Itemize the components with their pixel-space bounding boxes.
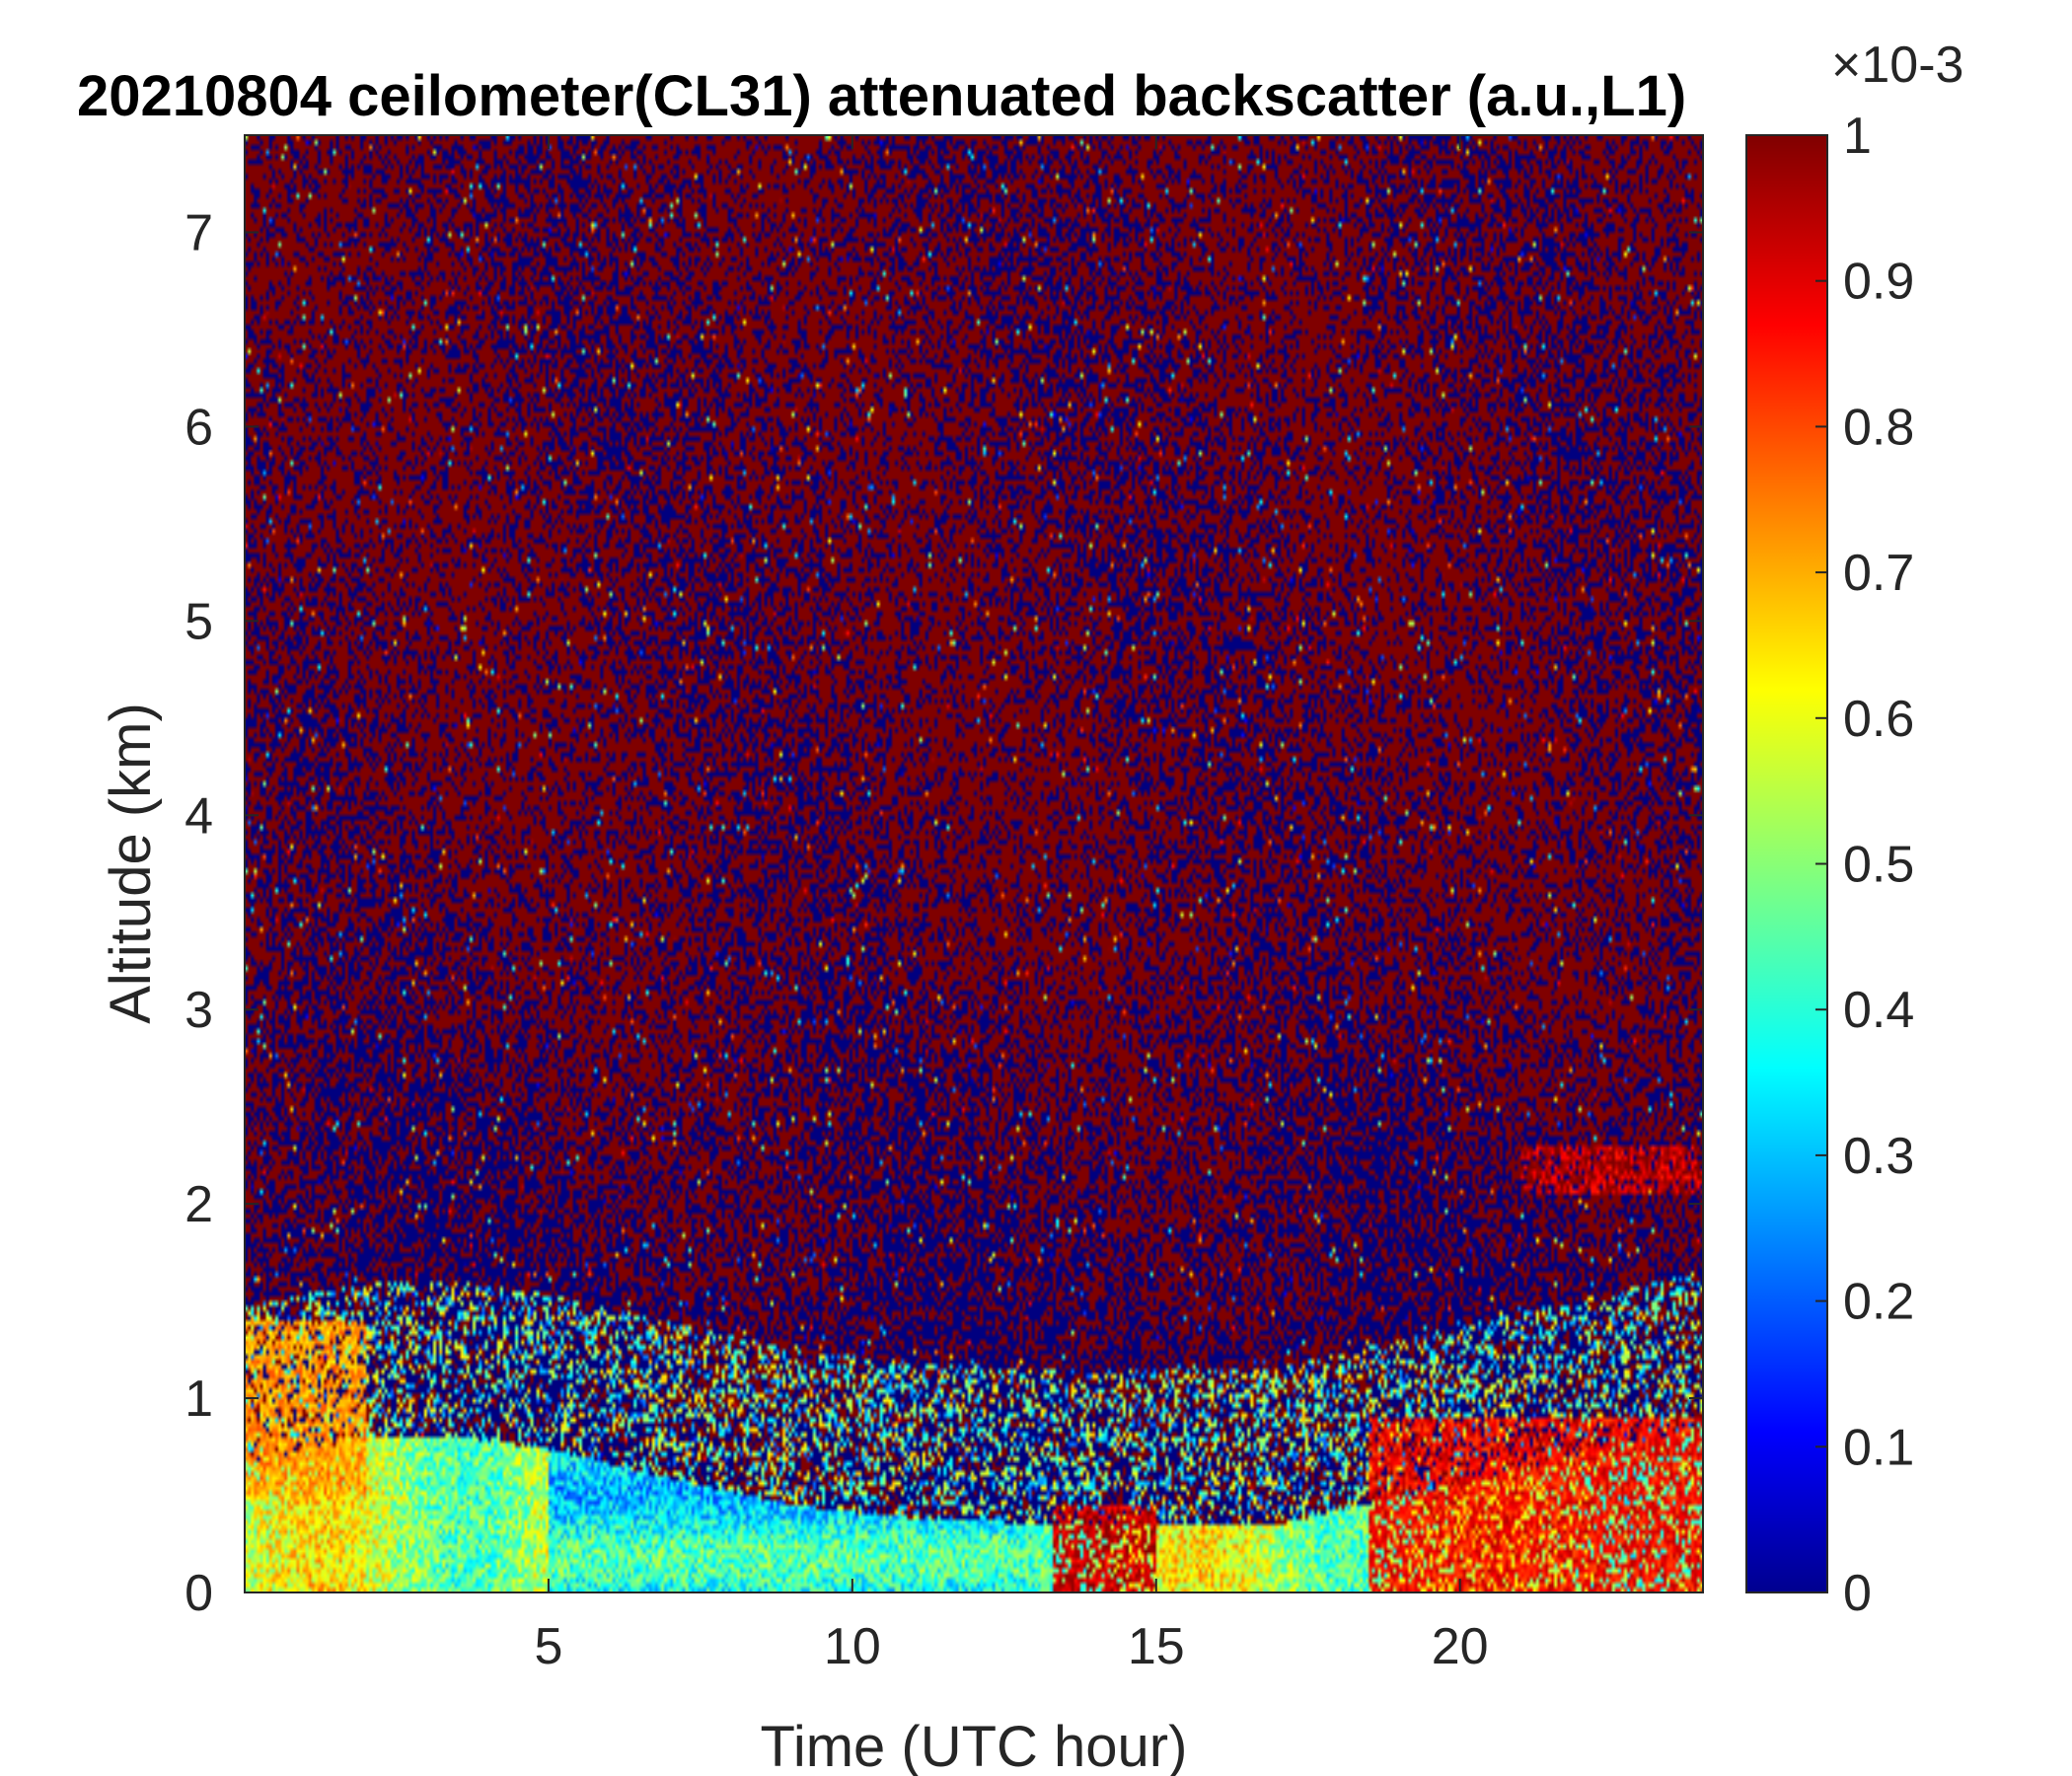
y-tick-label: 0 — [185, 1565, 213, 1622]
colorbar-tick-label: 0.5 — [1843, 837, 1914, 894]
y-tick-label: 6 — [185, 399, 213, 456]
y-tick-label: 7 — [185, 204, 213, 261]
x-tick-label: 15 — [1128, 1618, 1185, 1675]
colorbar-tick-label: 0.2 — [1843, 1274, 1914, 1331]
colorbar-tick-label: 0.1 — [1843, 1419, 1914, 1476]
colorbar-tick-label: 0.9 — [1843, 254, 1914, 311]
x-axis-label: Time (UTC hour) — [761, 1715, 1188, 1776]
y-tick-label: 1 — [185, 1370, 213, 1428]
x-tick-label: 20 — [1432, 1618, 1489, 1675]
colorbar-ticks: 0 0.1 0.2 0.3 0.4 0.5 0.6 0.7 0.8 0.9 1 — [1815, 108, 1914, 1622]
colorbar-tick-label: 0 — [1843, 1565, 1872, 1622]
colorbar-tick-label: 0.3 — [1843, 1128, 1914, 1185]
x-tick-label: 10 — [824, 1618, 881, 1675]
colorbar-tick-label: 0.8 — [1843, 399, 1914, 456]
chart-title: 20210804 ceilometer(CL31) attenuated bac… — [77, 64, 1686, 128]
heatmap-image — [245, 135, 1703, 1592]
y-tick-label: 5 — [185, 593, 213, 650]
colorbar-tick-label: 1 — [1843, 108, 1872, 165]
x-tick-label: 5 — [534, 1618, 562, 1675]
colorbar-tick-label: 0.4 — [1843, 982, 1914, 1039]
colorbar-tick-label: 0.6 — [1843, 691, 1914, 748]
y-axis-label: Altitude (km) — [99, 703, 163, 1024]
colorbar-tick-label: 0.7 — [1843, 545, 1914, 602]
x-axis: 5 10 15 20 — [534, 135, 1489, 1675]
y-axis: 0 1 2 3 4 5 6 7 — [185, 204, 1703, 1622]
colorbar — [1745, 134, 1828, 1593]
plot-frame — [244, 134, 1704, 1593]
y-tick-label: 2 — [185, 1176, 213, 1233]
y-tick-label: 4 — [185, 787, 213, 845]
y-tick-label: 3 — [185, 982, 213, 1039]
colorbar-exponent: ×10-3 — [1831, 37, 1963, 94]
